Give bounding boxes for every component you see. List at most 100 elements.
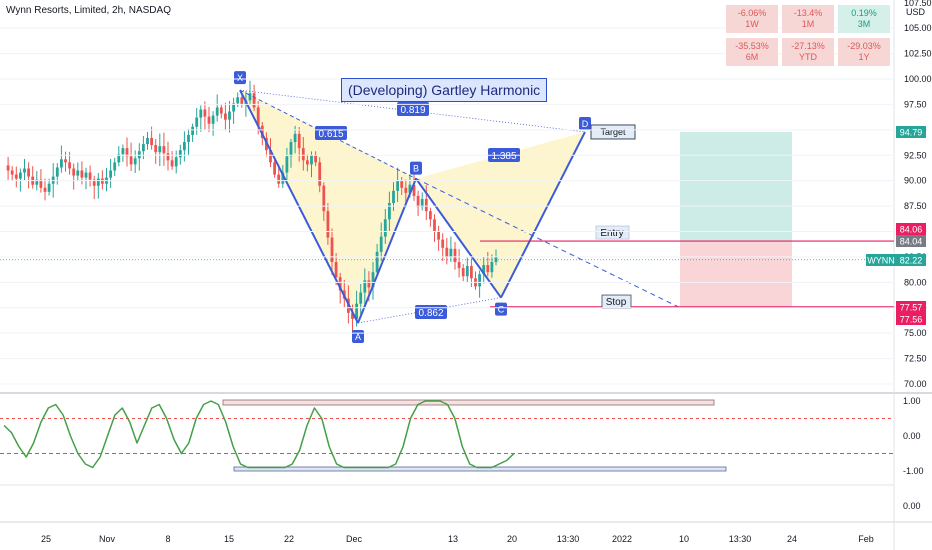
price-tick-label: 105.00 xyxy=(904,23,932,33)
candle xyxy=(43,178,47,201)
performance-cell-1y: -29.03% 1Y xyxy=(838,38,890,66)
stop-zone xyxy=(680,241,792,308)
performance-period: 3M xyxy=(857,19,871,29)
candle-body xyxy=(453,248,457,262)
candle xyxy=(375,243,379,277)
candle xyxy=(445,238,449,265)
price-badge-text: 77.57 xyxy=(900,303,923,313)
candle xyxy=(154,139,158,164)
time-tick-label: 24 xyxy=(787,534,797,544)
candle-body xyxy=(248,93,252,101)
price-badge-text: 94.79 xyxy=(900,128,923,138)
candle-body xyxy=(10,170,14,175)
point-badge-bg xyxy=(495,302,507,316)
oscillator-tick-label: 0.00 xyxy=(903,501,921,511)
candle-body xyxy=(457,262,461,269)
candle-body xyxy=(461,268,465,277)
candle-body xyxy=(306,160,309,165)
price-badge: 94.79 xyxy=(896,126,926,138)
performance-period: 1M xyxy=(801,19,815,29)
candle-body xyxy=(51,176,55,184)
level-annotations[interactable]: Target Entry Stop xyxy=(590,124,636,309)
candle xyxy=(388,191,391,232)
stop-annotation: Stop xyxy=(601,294,632,309)
candle xyxy=(19,168,22,192)
ratio-value: 0.819 xyxy=(400,105,425,116)
candle-body xyxy=(322,185,326,212)
ratio-value: 1.385 xyxy=(491,151,516,162)
pattern-leg xyxy=(357,178,417,324)
candle xyxy=(224,102,227,131)
candle-body xyxy=(191,126,194,135)
candle xyxy=(461,264,465,282)
candle xyxy=(301,137,305,171)
candle-body xyxy=(6,165,10,171)
candle-body xyxy=(224,113,227,120)
price-badge-text: 84.04 xyxy=(900,237,923,247)
performance-cell-3m: 0.19% 3M xyxy=(838,5,890,33)
candle xyxy=(92,175,96,200)
target-label: Target xyxy=(600,127,626,137)
time-tick-label: Dec xyxy=(346,534,363,544)
pattern-title[interactable]: (Developing) Gartley Harmonic xyxy=(341,78,548,102)
candle xyxy=(203,101,207,130)
performance-period: 6M xyxy=(745,52,759,62)
candle-body xyxy=(392,190,395,204)
candle-body xyxy=(199,109,203,118)
candle-body xyxy=(170,160,174,167)
candle-body xyxy=(228,111,231,120)
candle-body xyxy=(478,274,481,287)
candle-body xyxy=(174,157,178,167)
candle-body xyxy=(60,159,63,168)
ratio-labels: 0.615 0.819 1.385 0.862 xyxy=(315,102,520,319)
candle-body xyxy=(142,144,145,152)
candle xyxy=(252,84,256,112)
candle-body xyxy=(80,170,84,178)
candle-body xyxy=(396,180,399,191)
candle xyxy=(219,104,223,119)
candle-body xyxy=(84,172,88,178)
time-axis[interactable]: 25 Nov 8 15 22 Dec 13 20 13:30 2022 10 13:30 24 Feb xyxy=(41,534,874,544)
point-badge-bg xyxy=(234,71,246,85)
candle xyxy=(306,154,309,172)
position-zones[interactable] xyxy=(680,131,792,308)
candle xyxy=(256,101,260,135)
price-badge: 82.22 xyxy=(896,254,926,266)
candle xyxy=(31,166,35,189)
ratio-value: 0.615 xyxy=(318,129,343,140)
candle xyxy=(293,125,297,154)
point-c: C xyxy=(495,302,507,316)
ratio-badge-bg xyxy=(415,305,447,319)
level-lines[interactable] xyxy=(480,240,894,308)
price-badge: 77.57 xyxy=(896,301,926,313)
candle xyxy=(486,251,490,277)
price-tick-label: 107.50 xyxy=(904,0,932,8)
candle-body xyxy=(133,158,137,165)
candle-body xyxy=(420,198,424,208)
candle xyxy=(137,143,141,171)
candle xyxy=(109,158,112,188)
pattern-lines[interactable] xyxy=(239,89,679,324)
candle-body xyxy=(121,148,125,155)
oscillator-pane[interactable] xyxy=(0,399,894,486)
candle xyxy=(457,248,461,278)
point-badge-bg xyxy=(410,161,422,175)
candle xyxy=(228,101,231,133)
ratio-badge-bg xyxy=(397,102,429,116)
ratio-badge: 0.819 xyxy=(397,102,429,116)
candle-body xyxy=(203,109,207,117)
candle-body xyxy=(429,211,432,220)
candle xyxy=(285,147,289,181)
candle xyxy=(490,254,494,278)
candle-body xyxy=(338,277,342,291)
candle-body xyxy=(96,178,100,186)
candle xyxy=(158,133,162,167)
bd-extension xyxy=(415,178,679,308)
candle-body xyxy=(465,266,469,277)
candle-body xyxy=(113,162,117,171)
candle xyxy=(23,158,26,181)
candle-body xyxy=(117,154,121,163)
candle-body xyxy=(207,116,211,124)
candle xyxy=(199,105,203,132)
